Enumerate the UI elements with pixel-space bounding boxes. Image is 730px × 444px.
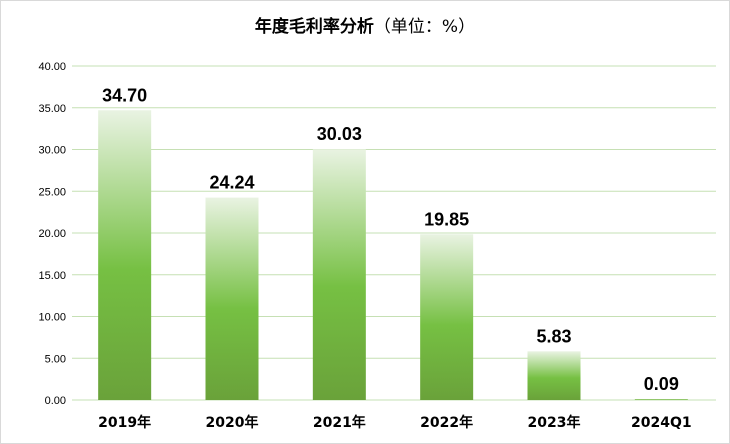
data-label: 34.70 bbox=[102, 85, 147, 105]
data-label: 5.83 bbox=[536, 326, 571, 346]
x-category-label: 2020年 bbox=[206, 414, 259, 431]
x-category-label: 2024Q1 bbox=[631, 415, 692, 431]
y-tick-label: 5.00 bbox=[45, 353, 66, 365]
x-category-label: 2022年 bbox=[420, 414, 473, 431]
chart-subtitle: （单位：%） bbox=[373, 17, 476, 37]
bar bbox=[98, 110, 152, 400]
bar bbox=[205, 197, 259, 400]
y-tick-label: 0.00 bbox=[45, 395, 66, 407]
y-tick-label: 30.00 bbox=[38, 145, 66, 157]
bar bbox=[420, 234, 474, 400]
bar bbox=[527, 351, 581, 400]
y-tick-label: 35.00 bbox=[38, 103, 66, 115]
bars bbox=[98, 110, 688, 400]
y-tick-label: 25.00 bbox=[38, 186, 66, 198]
gridlines bbox=[72, 65, 716, 401]
x-axis-categories: 2019年 2020年 2021年 2022年 2023年 2024Q1 bbox=[98, 414, 691, 431]
y-tick-label: 40.00 bbox=[38, 61, 66, 73]
y-tick-label: 10.00 bbox=[38, 312, 66, 324]
data-label: 24.24 bbox=[209, 173, 254, 193]
x-category-label: 2021年 bbox=[313, 414, 366, 431]
bar bbox=[312, 149, 366, 400]
data-label: 19.85 bbox=[424, 209, 469, 229]
chart-title: 年度毛利率分析 bbox=[254, 17, 374, 37]
bar bbox=[634, 399, 688, 400]
data-labels: 34.70 24.24 30.03 19.85 5.83 0.09 bbox=[102, 85, 679, 394]
y-tick-label: 20.00 bbox=[38, 228, 66, 240]
y-axis-ticks: 0.00 5.00 10.00 15.00 20.00 25.00 30.00 35.00 40… bbox=[38, 61, 66, 407]
chart-title-block: 年度毛利率分析（单位：%） bbox=[0, 12, 730, 37]
y-tick-label: 15.00 bbox=[38, 270, 66, 282]
x-category-label: 2019年 bbox=[98, 414, 151, 431]
data-label: 0.09 bbox=[644, 374, 679, 394]
data-label: 30.03 bbox=[317, 124, 362, 144]
x-category-label: 2023年 bbox=[528, 414, 581, 431]
